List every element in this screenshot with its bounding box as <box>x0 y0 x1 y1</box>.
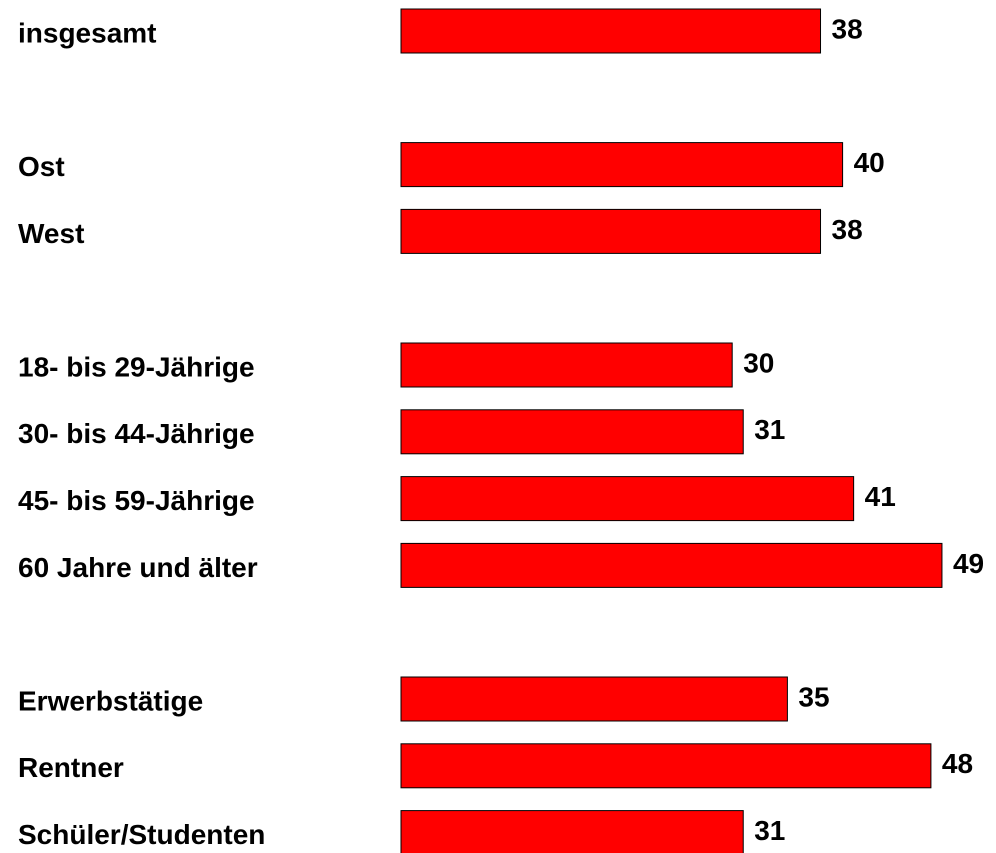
value-label: 49 <box>953 548 984 579</box>
bar <box>400 676 788 722</box>
bar <box>400 409 744 455</box>
bar <box>400 8 822 54</box>
value-label: 41 <box>865 481 896 512</box>
category-label: 45- bis 59-Jährige <box>18 485 255 516</box>
category-label: Erwerbstätige <box>18 685 203 716</box>
value-label: 31 <box>754 414 785 445</box>
bar <box>400 142 844 188</box>
value-label: 31 <box>754 815 785 846</box>
value-label: 30 <box>743 347 774 378</box>
category-label: Ost <box>18 151 65 182</box>
bar <box>400 342 733 388</box>
category-label: 18- bis 29-Jährige <box>18 351 255 382</box>
value-label: 38 <box>832 214 863 245</box>
category-label: 30- bis 44-Jährige <box>18 418 255 449</box>
category-label: Rentner <box>18 752 124 783</box>
bar <box>400 208 822 254</box>
bar <box>400 810 744 853</box>
category-label: West <box>18 218 84 249</box>
bar <box>400 743 932 789</box>
value-label: 40 <box>854 147 885 178</box>
value-label: 48 <box>942 748 973 779</box>
category-label: Schüler/Studenten <box>18 819 265 850</box>
bar <box>400 476 855 522</box>
bar <box>400 542 943 588</box>
value-label: 38 <box>832 13 863 44</box>
category-label: insgesamt <box>18 17 157 48</box>
value-label: 35 <box>798 681 829 712</box>
category-label: 60 Jahre und älter <box>18 552 258 583</box>
